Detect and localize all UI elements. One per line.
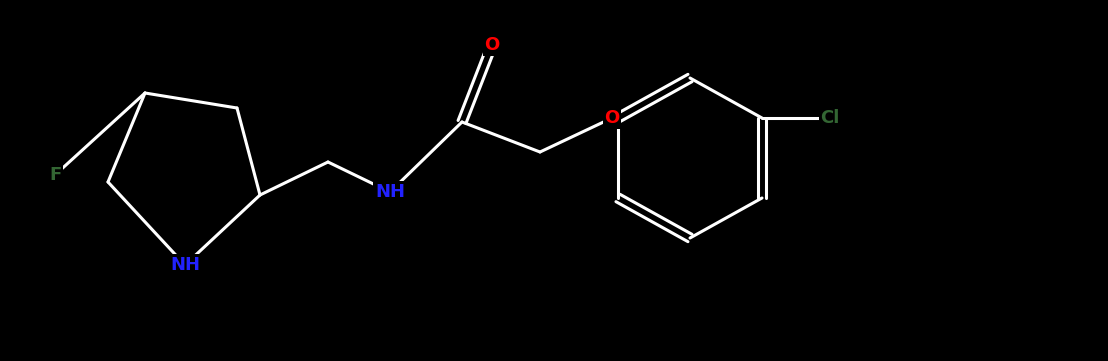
Text: NH: NH xyxy=(375,183,406,201)
Text: O: O xyxy=(604,109,619,127)
Text: Cl: Cl xyxy=(820,109,840,127)
Text: NH: NH xyxy=(170,256,201,274)
Text: F: F xyxy=(49,166,61,184)
Text: O: O xyxy=(484,36,500,54)
